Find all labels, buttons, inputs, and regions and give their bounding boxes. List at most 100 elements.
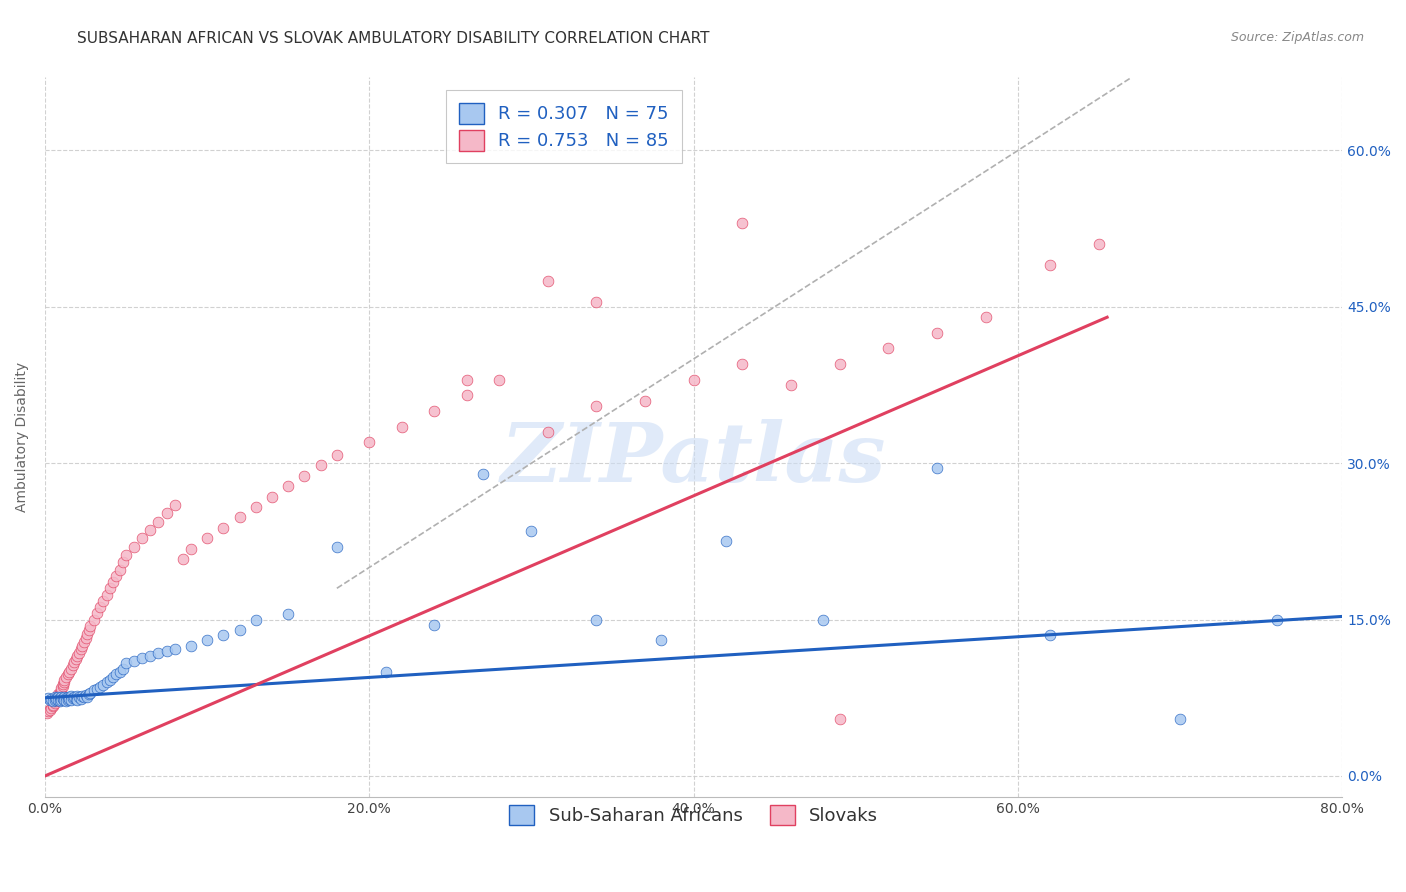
Point: [195, 531, 218, 545]
Point: [180, 541, 202, 556]
Point: [731, 216, 754, 230]
Point: [52, 679, 75, 693]
Point: [66, 693, 89, 707]
Point: [51, 693, 73, 707]
Point: [98, 582, 121, 596]
Point: [55, 694, 77, 708]
Point: [585, 613, 607, 627]
Point: [48, 685, 70, 699]
Point: [66, 689, 89, 703]
Point: [391, 419, 413, 434]
Point: [83, 683, 105, 698]
Point: [77, 687, 100, 701]
Point: [45, 691, 67, 706]
Point: [682, 373, 704, 387]
Point: [974, 310, 997, 325]
Point: [58, 665, 80, 679]
Point: [52, 677, 75, 691]
Point: [115, 657, 138, 671]
Point: [42, 698, 65, 712]
Point: [780, 378, 803, 392]
Point: [245, 613, 267, 627]
Point: [212, 628, 235, 642]
Point: [813, 613, 835, 627]
Point: [108, 665, 131, 679]
Point: [163, 498, 186, 512]
Point: [79, 685, 101, 699]
Point: [59, 661, 82, 675]
Point: [212, 521, 235, 535]
Text: Source: ZipAtlas.com: Source: ZipAtlas.com: [1230, 31, 1364, 45]
Point: [1088, 237, 1111, 252]
Point: [73, 635, 96, 649]
Point: [53, 675, 76, 690]
Point: [139, 523, 162, 537]
Point: [131, 531, 153, 545]
Point: [41, 691, 63, 706]
Point: [65, 691, 87, 706]
Point: [877, 342, 900, 356]
Point: [48, 690, 70, 705]
Point: [86, 607, 108, 621]
Point: [55, 670, 77, 684]
Point: [105, 666, 128, 681]
Point: [45, 691, 67, 706]
Legend: Sub-Saharan Africans, Slovaks: Sub-Saharan Africans, Slovaks: [501, 796, 887, 835]
Text: ZIPatlas: ZIPatlas: [501, 418, 886, 499]
Point: [105, 568, 128, 582]
Point: [72, 689, 94, 703]
Point: [925, 461, 948, 475]
Point: [111, 555, 134, 569]
Point: [77, 623, 100, 637]
Point: [180, 639, 202, 653]
Point: [56, 690, 79, 704]
Point: [44, 693, 66, 707]
Point: [37, 690, 59, 705]
Point: [148, 646, 170, 660]
Point: [86, 682, 108, 697]
Point: [828, 712, 851, 726]
Point: [63, 655, 86, 669]
Point: [155, 506, 177, 520]
Point: [51, 690, 73, 704]
Point: [76, 627, 98, 641]
Point: [714, 534, 737, 549]
Text: SUBSAHARAN AFRICAN VS SLOVAK AMBULATORY DISABILITY CORRELATION CHART: SUBSAHARAN AFRICAN VS SLOVAK AMBULATORY …: [77, 31, 710, 46]
Point: [89, 681, 111, 695]
Point: [122, 654, 145, 668]
Point: [111, 661, 134, 675]
Point: [585, 294, 607, 309]
Point: [585, 399, 607, 413]
Point: [488, 373, 510, 387]
Point: [93, 594, 115, 608]
Point: [374, 665, 396, 679]
Point: [1039, 628, 1062, 642]
Point: [56, 666, 79, 681]
Point: [51, 681, 73, 696]
Point: [634, 393, 657, 408]
Point: [59, 693, 82, 707]
Point: [69, 691, 91, 706]
Point: [76, 690, 98, 704]
Point: [53, 693, 76, 707]
Point: [46, 689, 69, 703]
Point: [731, 357, 754, 371]
Point: [46, 693, 69, 707]
Point: [122, 540, 145, 554]
Point: [172, 552, 194, 566]
Point: [52, 691, 75, 706]
Point: [139, 648, 162, 663]
Point: [51, 683, 73, 698]
Y-axis label: Ambulatory Disability: Ambulatory Disability: [15, 362, 30, 512]
Point: [42, 694, 65, 708]
Point: [101, 670, 124, 684]
Point: [115, 548, 138, 562]
Point: [359, 435, 381, 450]
Point: [148, 515, 170, 529]
Point: [46, 690, 69, 704]
Point: [42, 699, 65, 714]
Point: [326, 448, 349, 462]
Point: [195, 633, 218, 648]
Point: [46, 687, 69, 701]
Point: [41, 701, 63, 715]
